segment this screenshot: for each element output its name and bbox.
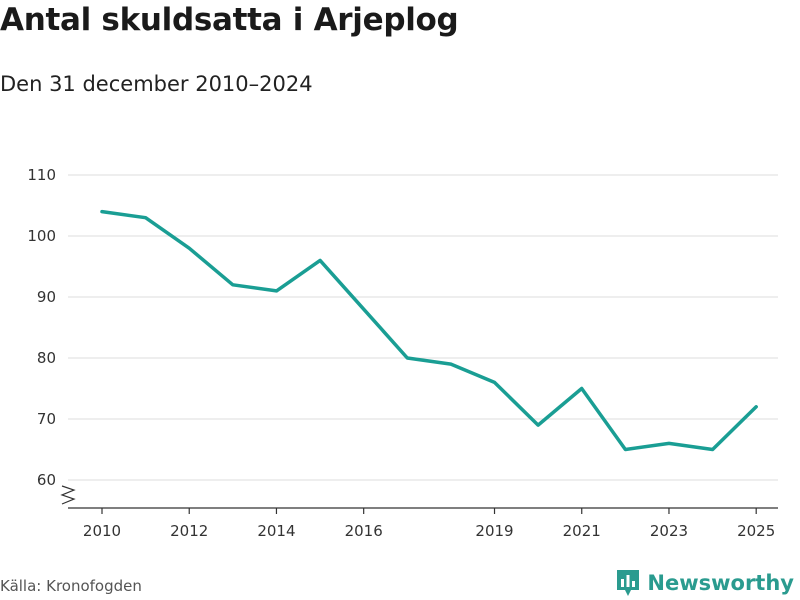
data-point [667,442,671,445]
source-note: Källa: Kronofogden [0,577,142,595]
y-tick-label: 90 [37,288,56,306]
data-point [362,308,365,311]
series-line [100,209,758,452]
series-layer [100,209,758,452]
x-tick-label: 2019 [475,522,513,540]
data-point [624,448,627,451]
x-tick-label: 2021 [563,522,601,540]
data-point [754,405,758,408]
data-point [144,216,147,219]
grid-lines [68,174,778,481]
y-tick-label: 80 [37,349,56,367]
data-point [493,381,496,384]
brand-logo[interactable]: Newsworthy [615,568,794,598]
x-tick-label: 2014 [257,522,295,540]
newsworthy-logo-icon [617,570,640,596]
x-tick-label: 2016 [345,522,383,540]
x-tick-label: 2025 [737,522,775,540]
data-point [580,387,583,390]
chart-subtitle: Den 31 december 2010–2024 [0,72,313,96]
data-point [536,423,540,427]
x-tick-label: 2012 [170,522,208,540]
y-axis-ticks: 60 70 80 90 100 110 [27,166,56,489]
data-point [318,259,322,262]
data-point [100,210,104,213]
y-tick-label: 110 [27,166,56,184]
data-point [231,283,235,286]
y-tick-label: 100 [27,227,56,245]
data-point [406,356,409,360]
data-point [275,289,278,293]
data-point [449,362,453,366]
chart-title: Antal skuldsatta i Arjeplog [0,2,459,38]
x-axis-ticks: 2010 2012 2014 2016 2019 2021 2023 2025 [83,508,775,540]
x-tick-label: 2010 [83,522,121,540]
axis-break-icon [60,485,76,505]
data-point [188,247,191,250]
y-tick-label: 70 [37,410,56,428]
brand-name: Newsworthy [647,571,794,595]
y-tick-label: 60 [37,471,56,489]
data-point [711,448,714,451]
x-tick-label: 2023 [650,522,688,540]
